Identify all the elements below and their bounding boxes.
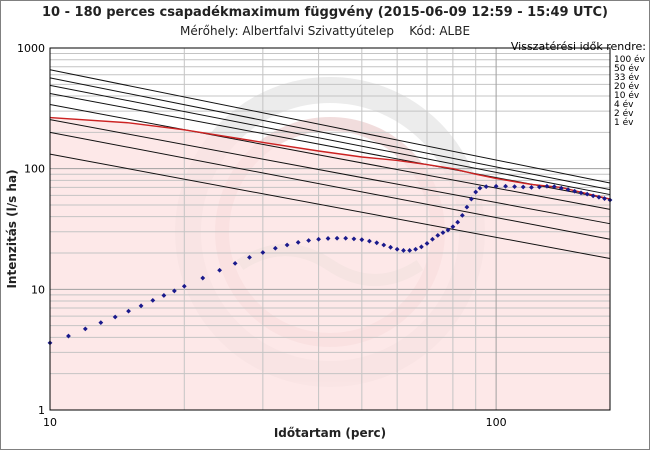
data-point (367, 238, 372, 244)
data-point (483, 184, 489, 190)
data-point (572, 188, 578, 194)
data-point (394, 246, 400, 252)
data-point (260, 250, 266, 255)
data-point (596, 194, 602, 200)
data-point (450, 224, 456, 230)
data-point (435, 232, 441, 238)
data-point (150, 297, 156, 303)
legend-item: 4 év (614, 99, 634, 110)
legend-item: 2 év (614, 108, 634, 119)
data-point (584, 191, 590, 197)
data-point (418, 244, 424, 250)
data-point (325, 236, 331, 241)
data-point (232, 261, 238, 266)
return-period-line (49, 69, 611, 184)
data-point (200, 275, 206, 281)
legend-item: 50 év (614, 63, 640, 74)
data-point (578, 190, 584, 196)
legend-item: 33 év (614, 72, 640, 83)
x-tick-label: 100 (486, 416, 507, 429)
data-point (359, 237, 365, 243)
data-point (477, 185, 483, 191)
data-point (407, 248, 413, 253)
data-point (388, 244, 393, 250)
data-point (138, 303, 144, 309)
data-point (445, 227, 451, 233)
y-axis-label: Intenzitás (l/s ha) (5, 169, 19, 288)
y-tick-label: 100 (24, 163, 45, 176)
y-tick-label: 10 (31, 283, 45, 296)
data-point (544, 183, 550, 189)
chart-subtitle: Mérőhely: Albertfalvi Szivattyútelep Kód… (180, 24, 470, 38)
data-point (171, 288, 177, 294)
x-tick-label: 10 (43, 416, 57, 429)
data-point (473, 189, 479, 195)
measured-series (47, 183, 613, 346)
data-point (295, 239, 301, 245)
y-tick-labels: 1000 100 10 1 (17, 42, 45, 417)
data-point (82, 326, 88, 332)
y-tick-label: 1 (38, 404, 45, 417)
return-period-line (49, 153, 611, 260)
data-point (247, 254, 252, 260)
data-point (112, 314, 118, 320)
data-point (284, 242, 290, 248)
x-tick-labels: 10 100 (43, 416, 507, 429)
legend-item: 10 év (614, 90, 640, 101)
y-tick-label: 1000 (17, 42, 45, 55)
data-point (334, 235, 340, 241)
return-period-line (49, 84, 611, 196)
data-point (565, 187, 571, 193)
data-point (551, 184, 557, 190)
data-point (343, 235, 349, 241)
return-period-curves (49, 69, 611, 260)
return-period-line (49, 104, 611, 210)
data-point (455, 219, 461, 225)
data-point (181, 283, 187, 289)
data-point (374, 240, 380, 246)
data-point (217, 267, 223, 273)
data-point (66, 333, 71, 339)
data-point (464, 204, 470, 210)
data-point (590, 193, 596, 199)
data-point (468, 196, 474, 202)
grid (50, 48, 610, 410)
data-point (493, 183, 499, 189)
data-point (161, 293, 167, 298)
return-period-line (49, 119, 611, 225)
data-point (440, 230, 446, 236)
x-axis-label: Időtartam (perc) (274, 426, 386, 440)
data-point (529, 184, 534, 190)
legend-item: 1 év (614, 117, 634, 128)
data-point (306, 238, 312, 243)
data-point (98, 320, 104, 326)
data-point (512, 184, 517, 190)
legend-title: Visszatérési idők rendre: (511, 40, 646, 53)
data-point (424, 241, 430, 246)
data-point (520, 184, 526, 190)
return-period-line (49, 131, 611, 240)
legend-item: 100 év (614, 54, 646, 65)
data-point (602, 196, 607, 201)
data-point (558, 185, 564, 191)
chart-title: 10 - 180 perces csapadékmaximum függvény… (42, 5, 608, 20)
data-point (316, 236, 321, 242)
legend-item: 20 év (614, 81, 640, 92)
data-point (126, 308, 131, 314)
data-point (272, 245, 278, 251)
data-point (351, 236, 357, 242)
data-point (381, 242, 387, 248)
data-point (413, 246, 419, 252)
data-point (430, 236, 435, 242)
return-period-line (49, 77, 611, 191)
plot-border (49, 47, 611, 411)
data-point (503, 183, 508, 189)
data-point (536, 184, 542, 190)
data-point (459, 212, 465, 218)
data-point (401, 248, 406, 253)
